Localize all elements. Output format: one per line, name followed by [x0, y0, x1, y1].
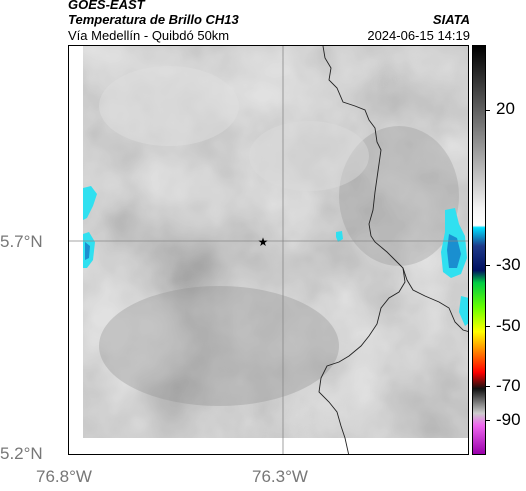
- cold-cloud-patch: [83, 186, 97, 220]
- department-border: [318, 46, 406, 454]
- colorbar-tick-label: -90: [496, 410, 521, 429]
- lat-tick-label: 5.2°N: [0, 444, 43, 463]
- colorbar: [472, 45, 486, 455]
- map-canvas: ★: [69, 46, 468, 454]
- route-subtitle: Vía Medellín - Quibdó 50km: [68, 28, 230, 43]
- star-icon: ★: [258, 235, 269, 249]
- colorbar-tick-label: 20: [496, 99, 515, 118]
- colorbar-tick-label: -30: [496, 255, 521, 274]
- satellite-map[interactable]: ★: [68, 45, 469, 455]
- colorbar-tick-label: -70: [496, 376, 521, 395]
- lon-tick-label: 76.8°W: [36, 467, 92, 486]
- lon-tick-label: 76.3°W: [252, 467, 308, 486]
- datetime-label: 2024-06-15 14:19: [367, 28, 470, 43]
- organization-label: SIATA: [432, 12, 470, 27]
- colorbar-tick-label: -50: [496, 316, 521, 335]
- satellite-title: GOES-EAST: [68, 0, 145, 12]
- lat-tick-label: 5.7°N: [0, 232, 43, 251]
- product-title: Temperatura de Brillo CH13: [68, 12, 239, 27]
